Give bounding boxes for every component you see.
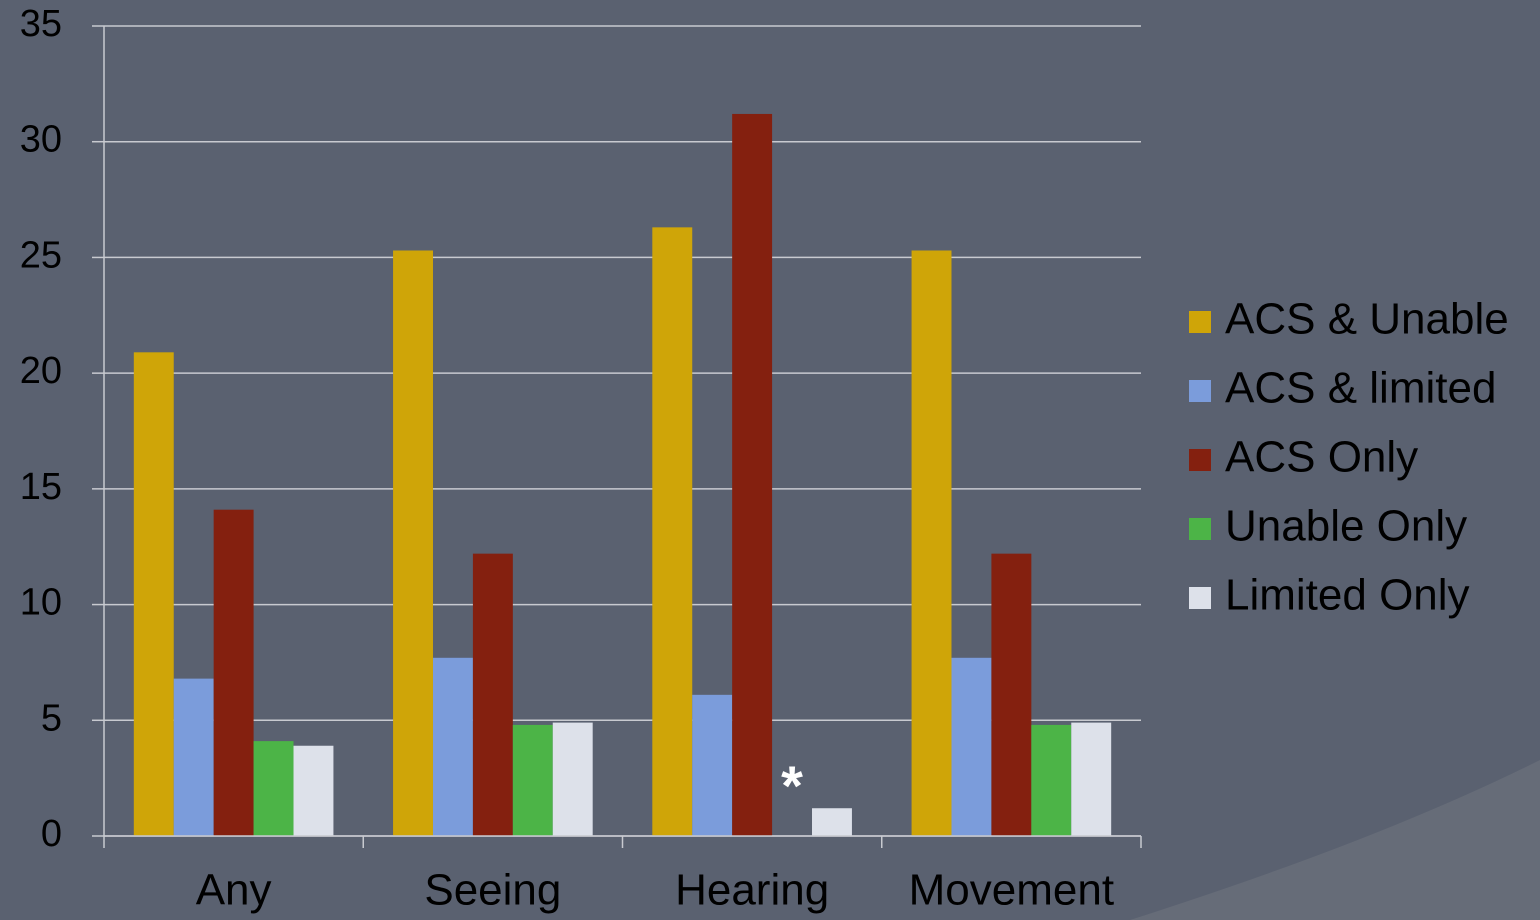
bar [472, 553, 513, 836]
bar [991, 553, 1032, 836]
annotation: * [781, 754, 803, 817]
legend-swatch [1189, 518, 1211, 540]
legend-swatch [1189, 587, 1211, 609]
bar [911, 250, 952, 836]
bar [812, 808, 852, 836]
bar [173, 678, 214, 836]
legend-label: ACS Only [1225, 433, 1418, 482]
legend-swatch [1189, 311, 1211, 333]
legend-label: Unable Only [1225, 502, 1467, 551]
bar [951, 657, 992, 836]
background-shape [1130, 760, 1540, 920]
x-tick-label: Seeing [424, 866, 561, 915]
bar [732, 113, 773, 836]
x-tick-label: Movement [909, 866, 1114, 915]
legend-label: ACS & limited [1225, 364, 1496, 413]
bar [652, 227, 693, 837]
bar [1071, 722, 1112, 836]
legend-swatch [1189, 449, 1211, 471]
y-tick-label: 15 [20, 466, 62, 508]
bar [393, 250, 433, 836]
bar [213, 509, 254, 836]
bar [293, 745, 334, 836]
y-tick-label: 5 [41, 697, 62, 739]
bar [692, 694, 733, 836]
legend-label: ACS & Unable [1225, 295, 1509, 344]
y-tick-label: 35 [20, 3, 62, 45]
bar [253, 741, 294, 836]
bar [512, 724, 553, 836]
x-tick-label: Hearing [675, 866, 829, 915]
y-tick-label: 30 [20, 119, 62, 161]
legend-swatch [1189, 380, 1211, 402]
y-tick-label: 25 [20, 234, 62, 276]
legend-label: Limited Only [1225, 571, 1470, 620]
bar [552, 722, 593, 836]
bar [1031, 724, 1072, 836]
bar [432, 657, 473, 836]
y-tick-label: 20 [20, 350, 62, 392]
bar [133, 352, 174, 836]
y-tick-label: 10 [20, 582, 62, 624]
y-tick-label: 0 [41, 813, 62, 855]
x-tick-label: Any [196, 866, 272, 915]
